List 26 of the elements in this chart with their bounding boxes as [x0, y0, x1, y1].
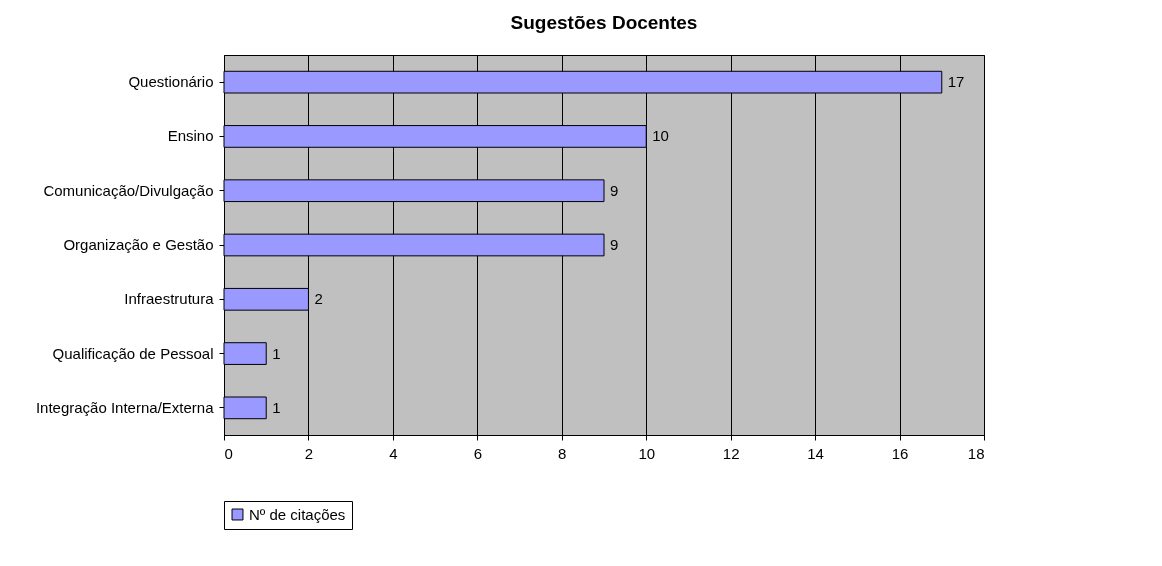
- x-tick-label: 6: [473, 444, 483, 462]
- legend-label: Nº de citações: [249, 505, 346, 523]
- x-tick-label: 12: [722, 444, 740, 462]
- data-label: 17: [947, 73, 965, 91]
- y-tick-label: Questionário: [128, 73, 214, 91]
- data-label: 1: [272, 398, 281, 416]
- data-label: 1: [272, 344, 281, 362]
- chart-title: Sugestões Docentes: [510, 12, 698, 33]
- data-label: 2: [314, 290, 323, 308]
- data-label: 9: [610, 236, 619, 253]
- x-tick-label: 10: [638, 444, 656, 462]
- y-tick-label: Integração Interna/Externa: [35, 398, 215, 416]
- x-tick-label: 8: [558, 444, 567, 462]
- data-label: 10: [652, 127, 669, 145]
- y-tick-label: Qualificação de Pessoal: [52, 344, 214, 362]
- data-label: 9: [610, 181, 619, 199]
- y-tick-label: Comunicação/Divulgação: [43, 181, 214, 199]
- x-tick-label: 14: [807, 444, 824, 462]
- x-tick-label: 4: [389, 444, 398, 462]
- y-tick-label: Infraestrutura: [124, 290, 215, 308]
- x-tick-label: 16: [891, 444, 909, 462]
- x-tick-label: 2: [304, 444, 314, 462]
- y-tick-label: Organização e Gestão: [63, 236, 214, 253]
- x-tick-label: 18: [967, 444, 985, 462]
- x-tick-label: 0: [224, 444, 233, 462]
- y-tick-label: Ensino: [167, 127, 214, 145]
